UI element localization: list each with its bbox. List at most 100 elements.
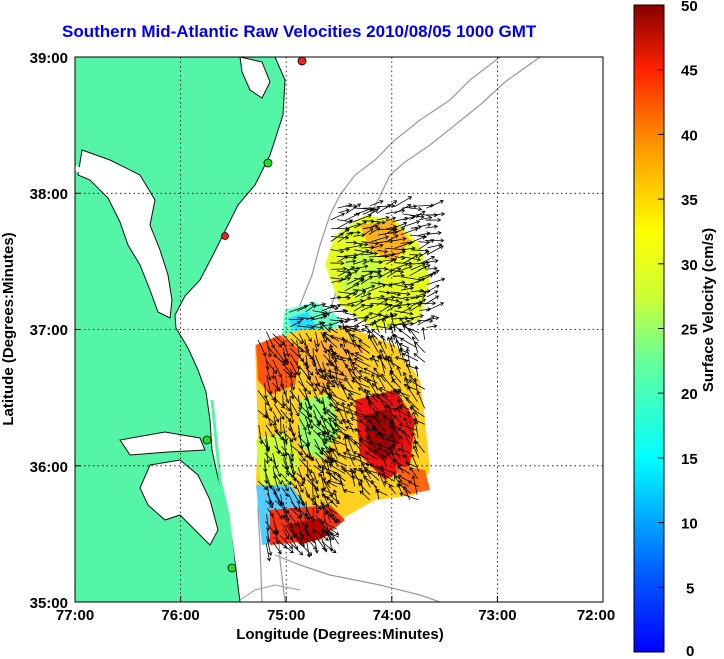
velocity-vector xyxy=(326,531,331,542)
velocity-vector xyxy=(385,258,397,265)
velocity-vector-head xyxy=(375,488,380,493)
velocity-vector-head xyxy=(373,319,378,324)
velocity-vector xyxy=(331,380,346,390)
velocity-vector xyxy=(282,507,286,518)
velocity-vector xyxy=(362,208,376,215)
velocity-vector-head xyxy=(409,240,414,245)
velocity-vector xyxy=(296,472,306,481)
velocity-vector-head xyxy=(401,280,406,285)
velocity-vector-head xyxy=(330,457,335,462)
velocity-vector-head xyxy=(326,496,331,501)
velocity-vector-head xyxy=(334,306,339,311)
velocity-vector xyxy=(335,429,353,438)
velocity-vector xyxy=(296,480,304,493)
velocity-vector-head xyxy=(269,501,274,507)
velocity-vector-head xyxy=(402,236,407,242)
velocity-vector-head xyxy=(345,363,350,368)
velocity-vector xyxy=(297,451,306,462)
velocity-vector-head xyxy=(343,488,348,493)
velocity-vector xyxy=(371,334,378,346)
velocity-vector xyxy=(395,340,402,356)
velocity-vector-head xyxy=(278,480,282,485)
velocity-vector-head xyxy=(383,249,389,254)
velocity-vector xyxy=(342,402,347,419)
velocity-vector xyxy=(290,321,301,328)
velocity-vector-head xyxy=(323,548,328,553)
velocity-vector xyxy=(274,507,283,520)
velocity-vector-head xyxy=(400,273,405,279)
velocity-vector xyxy=(426,200,444,209)
velocity-vector-head xyxy=(297,406,303,411)
velocity-vector xyxy=(296,354,307,366)
velocity-vector-head xyxy=(350,352,355,357)
velocity-vector xyxy=(331,277,351,283)
velocity-vector-head xyxy=(421,294,427,299)
velocity-vector xyxy=(410,295,426,300)
velocity-vector-head xyxy=(404,358,409,363)
velocity-vector xyxy=(305,361,311,380)
velocity-vector-head xyxy=(326,529,331,534)
velocity-vector xyxy=(373,449,387,459)
velocity-vector xyxy=(426,278,445,285)
velocity-vector-head xyxy=(354,289,359,294)
velocity-vector xyxy=(385,226,397,230)
x-tick-label: 72:00 xyxy=(577,607,615,624)
velocity-vector-head xyxy=(413,377,418,382)
velocity-vector-head xyxy=(384,301,389,307)
velocity-vector-head xyxy=(376,374,381,379)
velocity-vector-head xyxy=(323,314,328,319)
velocity-vector xyxy=(357,344,370,354)
velocity-vector-head xyxy=(311,539,316,544)
velocity-vector-head xyxy=(371,354,376,359)
velocity-vector xyxy=(353,265,368,270)
velocity-vector-head xyxy=(393,200,398,205)
velocity-vector-head xyxy=(385,215,390,221)
velocity-vector xyxy=(289,305,308,313)
velocity-vector xyxy=(330,532,340,545)
velocity-vector xyxy=(330,335,346,341)
velocity-vector xyxy=(304,402,311,417)
velocity-vector-head xyxy=(364,242,369,247)
velocity-vector xyxy=(330,434,339,452)
velocity-vector-head xyxy=(426,289,431,294)
velocity-vector-head xyxy=(352,376,357,381)
velocity-vector-head xyxy=(358,243,363,248)
velocity-vector-head xyxy=(429,318,434,324)
velocity-vector-head xyxy=(374,241,379,246)
velocity-vector-head xyxy=(366,296,372,301)
velocity-vector-head xyxy=(318,473,323,478)
velocity-vector xyxy=(331,356,346,362)
velocity-vector-head xyxy=(363,466,368,471)
velocity-vector-head xyxy=(399,346,404,351)
velocity-vector-head xyxy=(351,303,356,308)
velocity-vector xyxy=(418,256,435,265)
velocity-vector xyxy=(305,380,317,391)
velocity-vector-head xyxy=(375,413,380,418)
velocity-vector-head xyxy=(371,425,376,430)
velocity-vector xyxy=(298,508,310,520)
velocity-vector-head xyxy=(388,421,393,425)
velocity-vector xyxy=(280,494,283,506)
velocity-vector-head xyxy=(380,393,385,398)
velocity-vector-head xyxy=(393,313,398,318)
velocity-vector-head xyxy=(314,480,319,485)
velocity-vector xyxy=(397,388,411,404)
velocity-vector xyxy=(297,317,315,320)
velocity-vector-head xyxy=(299,482,304,487)
velocity-vector-head xyxy=(430,255,435,260)
velocity-vector xyxy=(426,213,445,216)
velocity-vector-head xyxy=(399,269,404,274)
x-tick-label: 73:00 xyxy=(478,607,516,624)
velocity-vector-head xyxy=(402,325,407,330)
velocity-vectors xyxy=(257,196,446,562)
velocity-vector xyxy=(321,541,337,554)
velocity-vector xyxy=(352,475,362,482)
velocity-vector-head xyxy=(433,266,438,271)
velocity-vector xyxy=(393,204,411,215)
velocity-vector xyxy=(273,492,283,507)
velocity-vector xyxy=(319,321,331,333)
velocity-vector xyxy=(272,333,285,346)
velocity-vector xyxy=(343,489,355,494)
velocity-vector xyxy=(368,227,380,235)
velocity-vector xyxy=(399,493,419,501)
